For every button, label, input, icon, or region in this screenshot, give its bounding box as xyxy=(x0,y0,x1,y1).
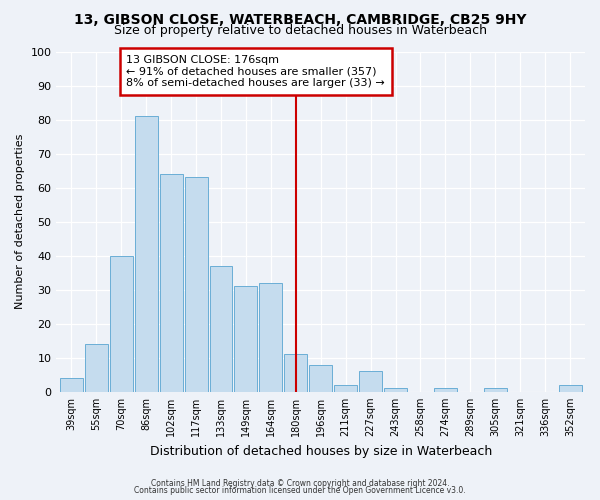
Text: Contains public sector information licensed under the Open Government Licence v3: Contains public sector information licen… xyxy=(134,486,466,495)
Text: Contains HM Land Registry data © Crown copyright and database right 2024.: Contains HM Land Registry data © Crown c… xyxy=(151,478,449,488)
Bar xyxy=(110,256,133,392)
Bar xyxy=(334,385,357,392)
Text: 13, GIBSON CLOSE, WATERBEACH, CAMBRIDGE, CB25 9HY: 13, GIBSON CLOSE, WATERBEACH, CAMBRIDGE,… xyxy=(74,12,526,26)
Bar xyxy=(209,266,232,392)
Text: 13 GIBSON CLOSE: 176sqm
← 91% of detached houses are smaller (357)
8% of semi-de: 13 GIBSON CLOSE: 176sqm ← 91% of detache… xyxy=(126,55,385,88)
Bar xyxy=(284,354,307,392)
Bar xyxy=(559,385,581,392)
Bar xyxy=(160,174,182,392)
X-axis label: Distribution of detached houses by size in Waterbeach: Distribution of detached houses by size … xyxy=(149,444,492,458)
Bar xyxy=(235,286,257,392)
Text: Size of property relative to detached houses in Waterbeach: Size of property relative to detached ho… xyxy=(113,24,487,37)
Bar xyxy=(484,388,507,392)
Bar xyxy=(135,116,158,392)
Bar xyxy=(259,283,283,392)
Bar xyxy=(384,388,407,392)
Bar xyxy=(185,178,208,392)
Y-axis label: Number of detached properties: Number of detached properties xyxy=(15,134,25,310)
Bar xyxy=(85,344,108,392)
Bar xyxy=(60,378,83,392)
Bar xyxy=(434,388,457,392)
Bar xyxy=(359,372,382,392)
Bar xyxy=(309,364,332,392)
